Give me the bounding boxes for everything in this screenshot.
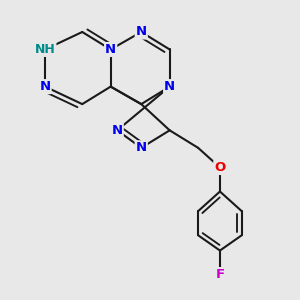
Text: N: N — [112, 124, 123, 137]
Text: N: N — [136, 141, 147, 154]
Text: NH: NH — [35, 43, 56, 56]
Text: O: O — [214, 161, 226, 174]
Text: F: F — [215, 268, 224, 281]
Text: N: N — [105, 43, 116, 56]
Text: N: N — [40, 80, 51, 93]
Text: N: N — [164, 80, 175, 93]
Text: N: N — [136, 26, 147, 38]
